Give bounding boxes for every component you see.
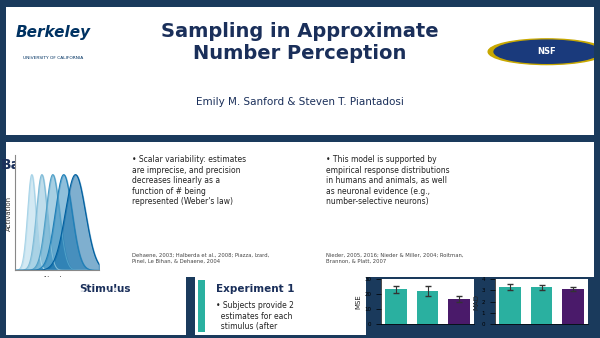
Point bbox=[26, 299, 35, 305]
Y-axis label: MAD: MAD bbox=[473, 294, 479, 310]
Text: NSF: NSF bbox=[538, 47, 556, 56]
Point bbox=[89, 313, 99, 319]
Text: Nieder, 2005, 2016; Nieder & Miller, 2004; Roitman,
Brannon, & Platt, 2007: Nieder, 2005, 2016; Nieder & Miller, 200… bbox=[326, 253, 464, 264]
Text: • Subjects provide 2
  estimates for each
  stimulus (after: • Subjects provide 2 estimates for each … bbox=[215, 301, 293, 331]
Point bbox=[43, 304, 52, 309]
Point bbox=[40, 284, 49, 289]
Point bbox=[19, 292, 28, 298]
Point bbox=[9, 312, 19, 318]
Point bbox=[85, 317, 95, 322]
Point bbox=[94, 293, 103, 299]
Point bbox=[53, 321, 63, 327]
Point bbox=[101, 288, 111, 293]
Point bbox=[55, 299, 65, 304]
Point bbox=[105, 328, 115, 333]
Point bbox=[44, 316, 54, 321]
Text: Background: Background bbox=[1, 158, 94, 172]
Point bbox=[15, 285, 25, 290]
Point bbox=[56, 293, 65, 299]
Y-axis label: MSE: MSE bbox=[355, 294, 361, 309]
Point bbox=[89, 295, 98, 300]
Point bbox=[109, 307, 119, 312]
Point bbox=[19, 313, 28, 318]
Point bbox=[53, 291, 62, 297]
Text: Emily M. Sanford & Steven T. Piantadosi: Emily M. Sanford & Steven T. Piantadosi bbox=[196, 97, 404, 107]
Bar bbox=[448, 299, 470, 324]
Circle shape bbox=[494, 40, 600, 63]
Point bbox=[80, 312, 89, 317]
Bar bbox=[530, 287, 553, 324]
Point bbox=[29, 287, 39, 293]
Point bbox=[88, 305, 98, 311]
Bar bbox=[562, 289, 584, 324]
Point bbox=[110, 286, 120, 291]
X-axis label: Number: Number bbox=[43, 276, 71, 282]
Text: Sampling in Approximate
Number Perception: Sampling in Approximate Number Perceptio… bbox=[161, 22, 439, 63]
Text: Dehaene, 2003; Halberda et al., 2008; Piazza, Izard,
Pinel, Le Bihan, & Dehaene,: Dehaene, 2003; Halberda et al., 2008; Pi… bbox=[133, 253, 269, 264]
Point bbox=[11, 298, 21, 304]
Point bbox=[21, 327, 31, 332]
Text: Stimulus: Stimulus bbox=[79, 284, 131, 294]
Point bbox=[86, 293, 96, 298]
Bar bbox=[499, 287, 521, 324]
Text: • Scalar variability: estimates
are imprecise, and precision
decreases linearly : • Scalar variability: estimates are impr… bbox=[133, 155, 247, 206]
Point bbox=[44, 318, 54, 323]
Point bbox=[73, 322, 83, 328]
Y-axis label: Activation: Activation bbox=[6, 195, 12, 231]
Point bbox=[25, 314, 35, 319]
FancyBboxPatch shape bbox=[0, 138, 600, 281]
Point bbox=[74, 287, 84, 292]
Point bbox=[65, 304, 74, 310]
Point bbox=[87, 308, 97, 313]
Point bbox=[94, 321, 104, 327]
Point bbox=[29, 299, 38, 305]
Point bbox=[77, 287, 86, 292]
FancyBboxPatch shape bbox=[188, 275, 373, 337]
Circle shape bbox=[488, 39, 600, 65]
Text: Berkeley: Berkeley bbox=[16, 25, 91, 40]
Point bbox=[52, 285, 62, 290]
Point bbox=[97, 291, 107, 297]
Point bbox=[110, 298, 119, 304]
Point bbox=[79, 306, 88, 311]
Text: Experiment 1: Experiment 1 bbox=[215, 284, 294, 294]
Bar bbox=[385, 289, 407, 324]
FancyBboxPatch shape bbox=[0, 275, 193, 337]
Bar bbox=[416, 291, 439, 324]
FancyBboxPatch shape bbox=[199, 280, 205, 332]
Text: UNIVERSITY OF CALIFORNIA: UNIVERSITY OF CALIFORNIA bbox=[23, 56, 83, 60]
Text: • This model is supported by
empirical response distributions
in humans and anim: • This model is supported by empirical r… bbox=[326, 155, 450, 206]
Point bbox=[55, 325, 65, 331]
FancyBboxPatch shape bbox=[0, 3, 600, 139]
